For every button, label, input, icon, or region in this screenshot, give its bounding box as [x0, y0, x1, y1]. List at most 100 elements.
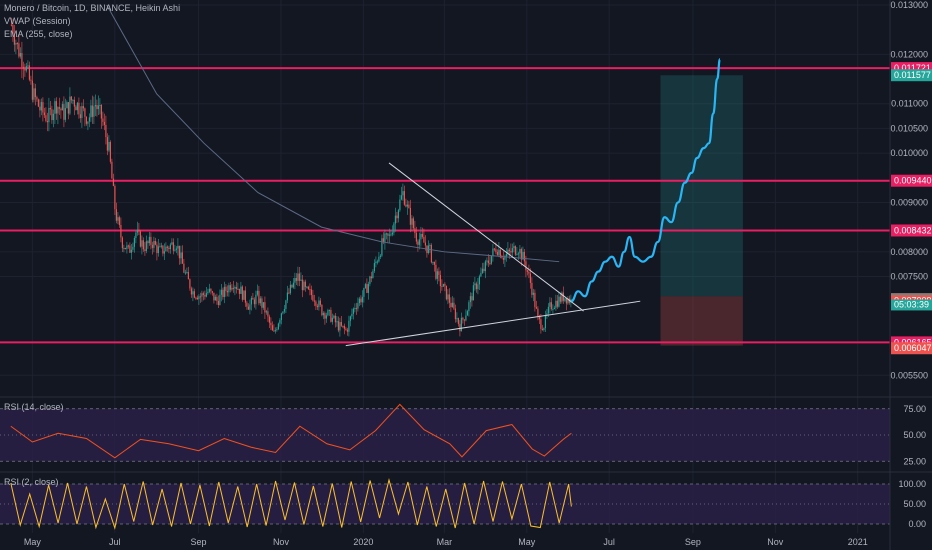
chart-title: Monero / Bitcoin, 1D, BINANCE, Heikin As… [4, 3, 181, 13]
candle-body [390, 234, 392, 236]
candle-body [540, 319, 542, 329]
candle-body [198, 296, 200, 300]
price-tags: 0.0117210.0094400.0084320.0061650.011577… [891, 62, 932, 355]
candle-body [498, 249, 500, 255]
candle-body [499, 249, 502, 258]
candle-body [201, 293, 203, 297]
candle-body [465, 315, 467, 321]
price-candles [10, 17, 572, 337]
candle-body [520, 248, 523, 260]
candle-body [63, 104, 65, 120]
candle-body [111, 161, 113, 179]
candle-body [381, 238, 383, 256]
candle-body [45, 115, 47, 121]
trendline [345, 300, 641, 347]
candle-body [322, 313, 325, 316]
candle-body [492, 248, 494, 257]
candle-body [544, 315, 547, 329]
candle-body [163, 251, 166, 254]
horizontal-levels[interactable] [0, 67, 890, 344]
candle-body [336, 321, 338, 323]
candle-body [96, 105, 98, 110]
price-tag-label: 0.011577 [894, 70, 931, 80]
candle-body [55, 101, 58, 114]
candle-body [475, 283, 478, 290]
candle-body [408, 204, 410, 208]
candle-body [328, 310, 331, 312]
candle-body [30, 79, 32, 81]
candle-body [396, 215, 398, 219]
candle-body [393, 223, 395, 233]
y-tick-label: 0.009000 [890, 197, 928, 207]
candle-body [187, 272, 190, 280]
candle-body [192, 291, 194, 295]
candle-body [19, 53, 22, 57]
vwap-legend: VWAP (Session) [4, 16, 71, 26]
candle-body [72, 99, 74, 101]
candle-body [21, 53, 23, 67]
countdown-tag [891, 299, 932, 311]
candle-body [222, 289, 224, 297]
overlay-lines[interactable] [106, 4, 722, 347]
candle-body [39, 106, 41, 111]
candle-body [12, 24, 14, 36]
candle-body [118, 217, 121, 226]
candle-body [355, 308, 358, 310]
candle-body [340, 322, 343, 326]
price-axis[interactable]: 0.013000 0.012000 0.011000 0.010500 0.010000… [889, 0, 928, 550]
candle-body [294, 278, 296, 283]
candle-body [184, 272, 187, 274]
candle-body [115, 209, 118, 221]
candle-body [528, 271, 530, 274]
candle-body [234, 287, 236, 289]
candle-body [364, 284, 367, 289]
candle-body [361, 296, 364, 303]
candle-body [403, 191, 406, 205]
candle-body [108, 141, 110, 151]
rsi14-panel[interactable] [0, 396, 932, 462]
candle-body [67, 102, 70, 114]
candle-body [447, 294, 449, 300]
candle-body [444, 284, 446, 286]
candle-body [235, 287, 238, 289]
candle-body [264, 302, 266, 313]
candle-body [36, 97, 38, 100]
candle-body [238, 288, 241, 294]
candle-body [274, 330, 277, 332]
candle-body [10, 24, 13, 26]
candle-body [384, 233, 386, 242]
candle-body [267, 311, 269, 317]
candle-body [58, 107, 61, 109]
candle-body [190, 288, 193, 295]
candle-body [34, 88, 37, 98]
candle-body [330, 310, 332, 322]
candle-body [177, 245, 179, 249]
rsi2-panel[interactable] [0, 471, 932, 530]
candle-body [139, 231, 142, 247]
candle-body [154, 240, 157, 245]
candle-body [451, 302, 454, 308]
time-axis[interactable]: May Jul Sep Nov 2020 Mar May Jul Sep Nov 2021 [24, 537, 868, 547]
candle-body [558, 296, 560, 307]
candle-body [306, 286, 308, 288]
candle-body [283, 308, 286, 312]
candle-body [532, 292, 535, 295]
price-tag [891, 62, 932, 75]
candle-body [288, 292, 290, 294]
price-tag [891, 69, 932, 82]
candle-body [531, 282, 533, 295]
candle-body [490, 256, 493, 264]
candle-body [204, 294, 206, 297]
candle-body [466, 311, 469, 316]
candle-body [348, 320, 350, 332]
candle-body [358, 298, 361, 304]
candle-body [162, 245, 164, 254]
candle-body [382, 238, 385, 242]
candle-body [81, 106, 83, 119]
candle-body [529, 273, 532, 283]
candle-body [252, 297, 254, 300]
candle-body [339, 322, 341, 331]
candle-body [342, 325, 344, 327]
candle-body [135, 232, 137, 238]
